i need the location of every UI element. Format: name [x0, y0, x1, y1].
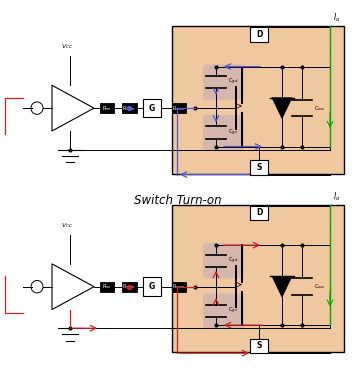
Text: R$_{isom}$: R$_{isom}$ [122, 104, 136, 113]
Bar [121, 282, 136, 292]
Text: R$_{on}$: R$_{on}$ [102, 104, 112, 113]
Text: R$_{isom}$: R$_{isom}$ [172, 104, 186, 113]
Bar [121, 103, 136, 113]
FancyBboxPatch shape [203, 294, 244, 329]
FancyBboxPatch shape [143, 278, 161, 296]
Text: S: S [256, 163, 262, 172]
Polygon shape [272, 98, 292, 119]
Text: D: D [256, 30, 262, 39]
Text: G: G [149, 104, 155, 113]
Text: Switch Turn-on: Switch Turn-on [134, 194, 222, 207]
Text: R$_{isom}$: R$_{isom}$ [122, 282, 136, 291]
Bar [172, 103, 186, 113]
Text: C$_{gs}$: C$_{gs}$ [228, 306, 238, 316]
FancyBboxPatch shape [203, 243, 244, 278]
Bar [172, 282, 186, 292]
Text: C$_{oss}$: C$_{oss}$ [314, 104, 326, 113]
Bar [100, 103, 114, 113]
Text: I$_o$: I$_o$ [333, 190, 340, 203]
FancyBboxPatch shape [250, 27, 268, 42]
Text: C$_{gs}$: C$_{gs}$ [228, 128, 238, 138]
Polygon shape [272, 276, 292, 297]
Bar [100, 282, 114, 292]
Text: I$_o$: I$_o$ [333, 12, 340, 24]
FancyBboxPatch shape [203, 64, 244, 100]
FancyBboxPatch shape [143, 99, 161, 118]
Text: V$_{CC}$: V$_{CC}$ [61, 42, 73, 51]
Text: R$_{on}$: R$_{on}$ [102, 282, 112, 291]
Bar [172, 205, 344, 352]
FancyBboxPatch shape [250, 339, 268, 353]
FancyBboxPatch shape [250, 160, 268, 174]
Text: R$_{isom}$: R$_{isom}$ [172, 282, 186, 291]
FancyBboxPatch shape [250, 206, 268, 220]
Text: C$_{oss}$: C$_{oss}$ [314, 282, 326, 291]
Text: D: D [256, 208, 262, 218]
Text: S: S [256, 341, 262, 350]
Bar [172, 26, 344, 174]
Text: C$_{gd}$: C$_{gd}$ [228, 256, 239, 266]
Text: C$_{gd}$: C$_{gd}$ [228, 77, 239, 87]
Text: V$_{CC}$: V$_{CC}$ [61, 221, 73, 230]
FancyBboxPatch shape [203, 115, 244, 150]
Text: G: G [149, 282, 155, 291]
